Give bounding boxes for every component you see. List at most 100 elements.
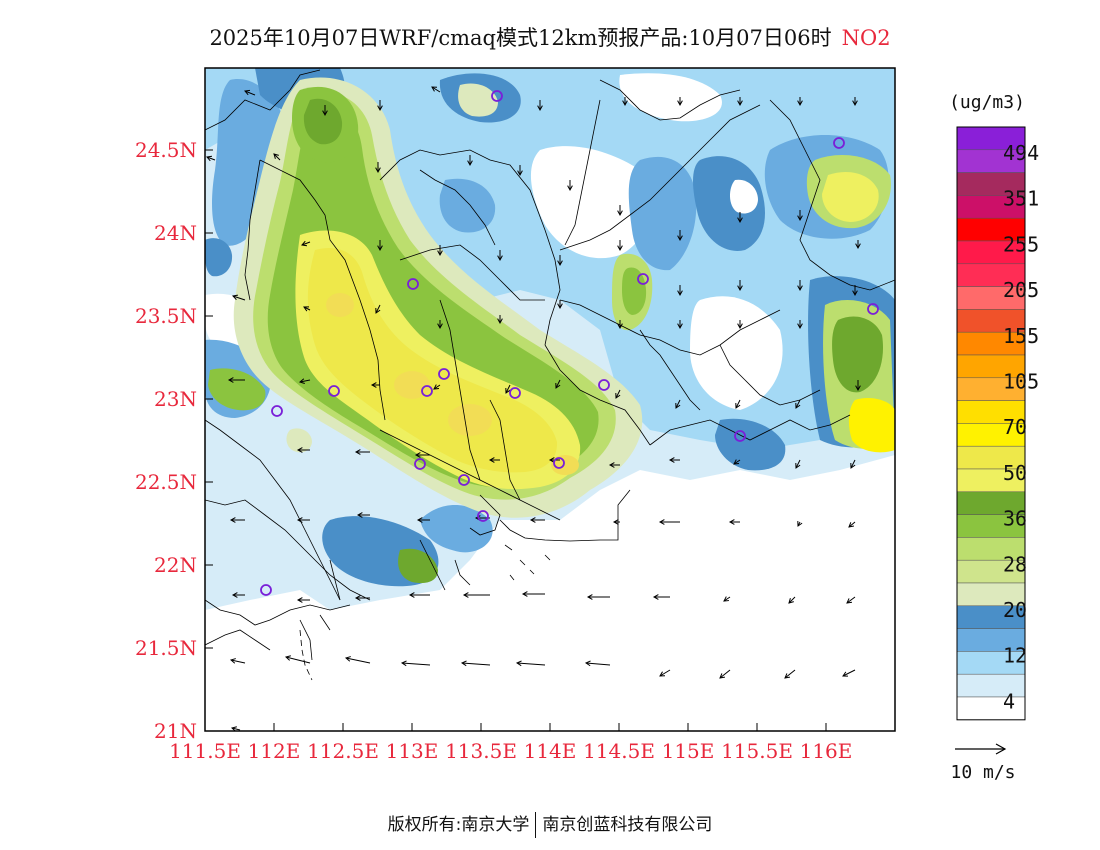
wind-arrow bbox=[567, 180, 573, 192]
city-marker bbox=[553, 457, 565, 469]
wind-arrow bbox=[244, 89, 256, 96]
lat-tick-label: 21.5N bbox=[135, 636, 197, 660]
city-marker bbox=[260, 584, 272, 596]
wind-arrow bbox=[788, 596, 796, 604]
wind-arrow bbox=[723, 596, 731, 602]
wind-arrow bbox=[735, 399, 741, 409]
wind-arrow bbox=[842, 669, 856, 677]
city-marker bbox=[509, 387, 521, 399]
wind-arrow bbox=[431, 86, 441, 93]
lon-tick-label: 113.5E bbox=[445, 739, 517, 763]
lat-tick-label: 21N bbox=[154, 719, 197, 743]
wind-arrow bbox=[229, 517, 245, 523]
wind-arrow bbox=[370, 382, 380, 388]
wind-arrow bbox=[301, 240, 311, 247]
longitude-axis: 111.5E 112E 112.5E 113E 113.5E 114E 114.5E 115E… bbox=[169, 723, 852, 763]
wind-arrow bbox=[608, 462, 620, 468]
pollutant-label: NO2 bbox=[841, 26, 891, 50]
wind-arrow bbox=[795, 459, 801, 469]
wind-arrow bbox=[557, 300, 563, 310]
wind-arrow bbox=[797, 520, 803, 527]
wind-arrow bbox=[517, 165, 523, 177]
wind-arrow bbox=[677, 285, 683, 297]
wind-arrow bbox=[537, 100, 543, 112]
wind-arrow bbox=[273, 153, 281, 161]
wind-arrow bbox=[797, 210, 803, 222]
wind-arrow bbox=[356, 512, 370, 518]
wind-arrow bbox=[668, 457, 680, 463]
legend-label: 155 bbox=[1003, 324, 1039, 348]
title-text: 2025年10月07日WRF/cmaq模式12km预报产品:10月07日06时 bbox=[209, 26, 832, 50]
wind-reference-label: 10 m/s bbox=[950, 762, 1015, 783]
city-marker bbox=[328, 385, 340, 397]
wind-arrow bbox=[737, 212, 743, 224]
wind-arrow bbox=[437, 245, 443, 257]
wind-arrow bbox=[733, 459, 741, 465]
footer: 版权所有:南京大学 南京创蓝科技有限公司 bbox=[0, 810, 1100, 838]
map-title: 2025年10月07日WRF/cmaq模式12km预报产品:10月07日06时 N… bbox=[0, 22, 1100, 52]
lon-tick-label: 113E bbox=[386, 739, 439, 763]
wind-arrow bbox=[375, 304, 381, 314]
lon-tick-label: 112.5E bbox=[307, 739, 379, 763]
wind-arrow bbox=[855, 240, 861, 250]
wind-arrow bbox=[344, 656, 371, 664]
wind-arrow bbox=[612, 519, 620, 525]
city-marker bbox=[867, 303, 879, 315]
wind-arrow bbox=[728, 519, 740, 525]
wind-arrow bbox=[437, 320, 443, 330]
wind-arrow bbox=[377, 100, 383, 112]
wind-vectors bbox=[206, 86, 861, 731]
lon-tick-label: 114.5E bbox=[583, 739, 655, 763]
wind-arrow bbox=[377, 240, 383, 252]
wind-arrow bbox=[617, 205, 623, 217]
lat-tick-label: 22N bbox=[154, 553, 197, 577]
city-marker bbox=[458, 474, 470, 486]
lon-tick-label: 114E bbox=[524, 739, 577, 763]
city-marker bbox=[407, 278, 419, 290]
wind-arrow bbox=[232, 294, 246, 301]
wind-arrow bbox=[354, 595, 370, 601]
wind-arrow bbox=[677, 97, 683, 107]
wind-arrow bbox=[737, 280, 743, 292]
wind-arrow bbox=[227, 377, 245, 383]
wind-arrow bbox=[737, 97, 743, 107]
wind-arrow bbox=[206, 155, 216, 162]
legend-label: 351 bbox=[1003, 187, 1039, 211]
wind-arrow bbox=[497, 315, 503, 325]
wind-arrow bbox=[855, 380, 861, 392]
wind-arrow bbox=[416, 517, 430, 523]
city-marker bbox=[734, 430, 746, 442]
wind-arrow bbox=[529, 517, 545, 523]
wind-arrow bbox=[354, 449, 370, 455]
wind-arrow bbox=[737, 320, 743, 330]
wind-arrow bbox=[284, 655, 311, 664]
wind-arrow bbox=[557, 255, 563, 267]
wind-arrow bbox=[586, 594, 610, 600]
wind-arrow bbox=[617, 320, 623, 330]
legend-label: 105 bbox=[1003, 370, 1039, 394]
wind-arrow bbox=[433, 384, 441, 390]
wind-arrow bbox=[296, 447, 310, 453]
wind-arrow bbox=[677, 230, 683, 242]
concentration-field bbox=[205, 68, 895, 731]
wind-arrow bbox=[852, 285, 858, 297]
admin-boundaries bbox=[205, 69, 895, 681]
wind-arrow bbox=[296, 517, 310, 523]
wind-arrow bbox=[652, 594, 670, 600]
wind-arrow bbox=[460, 660, 491, 667]
wind-arrow bbox=[658, 519, 680, 525]
lat-tick-label: 23N bbox=[154, 387, 197, 411]
lat-tick-label: 23.5N bbox=[135, 304, 197, 328]
latitude-axis: 21N 21.5N 22N 22.5N 23N 23.5N 24N 24.5N bbox=[135, 138, 213, 743]
wind-arrow bbox=[497, 250, 503, 262]
wind-arrow bbox=[462, 592, 490, 598]
wind-arrow bbox=[797, 97, 803, 107]
wind-arrow bbox=[677, 320, 683, 330]
wind-arrow bbox=[852, 97, 858, 107]
wind-arrow bbox=[231, 592, 245, 598]
wind-arrow bbox=[719, 669, 731, 679]
city-marker bbox=[637, 273, 649, 285]
wind-arrow bbox=[505, 384, 511, 394]
city-marker bbox=[491, 90, 503, 102]
wind-arrow bbox=[795, 399, 801, 409]
